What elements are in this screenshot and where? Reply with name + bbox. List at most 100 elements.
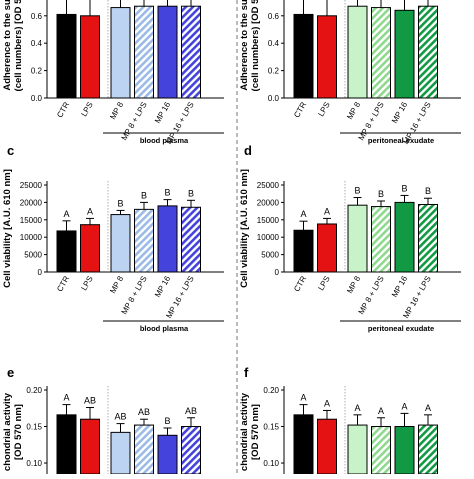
bar-ctr	[56, 13, 77, 99]
bar-lps	[80, 224, 100, 273]
bar-mp-16	[157, 205, 178, 273]
y-tick-label: 0.15	[263, 423, 279, 432]
bar-mp-8-lps	[134, 424, 154, 474]
y-tick-label: 0.4	[268, 39, 280, 48]
significance-letter: B	[401, 183, 407, 193]
y-tick-label: 20000	[20, 198, 43, 207]
bar-ctr	[56, 414, 77, 474]
x-tick-label: MP 16	[390, 274, 410, 299]
bar-ctr	[293, 229, 314, 273]
y-axis-label: chondrial activity	[2, 392, 13, 471]
chart-panel-b: Adherence to the su (cell numbers) [OD 5 0…	[239, 0, 461, 146]
bar-mp-16-lps	[418, 203, 438, 273]
y-axis-label: chondrial activity	[239, 392, 250, 471]
bar-mp-16-lps	[181, 206, 201, 273]
y-tick-label: 0	[275, 268, 280, 277]
chart-panel-c: c Cell viability [A.U. 610 nm] 0 5000 10000 1…	[2, 143, 224, 333]
group-label: peritoneal exudate	[368, 136, 434, 145]
x-tick-label: MP 8	[108, 274, 125, 295]
y-tick-label: 0.20	[263, 386, 279, 395]
group-label: blood plasma	[140, 136, 189, 145]
significance-letter: A	[324, 206, 330, 216]
y-axis-label: Adherence to the su	[239, 0, 250, 91]
bar-mp-16	[394, 9, 415, 99]
bar-mp-8-lps	[134, 5, 154, 99]
significance-letter: A	[63, 393, 69, 403]
significance-letter: A	[87, 206, 93, 216]
bar-mp-8-lps	[371, 7, 391, 99]
y-tick-label: 25000	[257, 181, 280, 190]
significance-letter: A	[300, 209, 306, 219]
panel-letter: e	[7, 365, 14, 380]
panel-letter: c	[7, 143, 14, 158]
y-axis-label: (cell numbers) [OD 5	[13, 0, 24, 91]
bar-mp-16-lps	[418, 5, 438, 99]
x-tick-label: CTR	[292, 274, 308, 293]
y-tick-label: 0.2	[31, 67, 43, 76]
bar-ctr	[56, 230, 77, 273]
significance-letter: A	[354, 403, 360, 413]
y-tick-label: 15000	[20, 216, 43, 225]
y-tick-label: 10000	[20, 233, 43, 242]
significance-letter: B	[188, 188, 194, 198]
y-tick-label: 25000	[20, 181, 43, 190]
y-tick-label: 20000	[257, 198, 280, 207]
bar-mp-8	[110, 214, 131, 273]
x-tick-label: MP 8	[345, 274, 362, 295]
bar-mp-8	[347, 5, 368, 99]
y-tick-label: 0.15	[26, 423, 42, 432]
bar-lps	[317, 15, 337, 99]
y-axis-label: Cell viability [A.U. 610 nm]	[239, 169, 250, 288]
bar-lps	[317, 418, 337, 474]
y-tick-label: 0.20	[26, 386, 42, 395]
x-tick-label: CTR	[292, 100, 308, 119]
bar-mp-16	[394, 426, 415, 474]
x-tick-label: CTR	[55, 274, 71, 293]
y-tick-label: 0.0	[31, 94, 43, 103]
bar-mp-16-lps	[181, 5, 201, 99]
significance-letter: B	[164, 416, 170, 426]
x-tick-label: LPS	[316, 101, 331, 119]
bar-mp-16	[157, 5, 178, 99]
chart-panel-d: d Cell viability [A.U. 610 nm] 0 5000 10000 1…	[239, 143, 461, 333]
significance-letter: B	[425, 186, 431, 196]
y-tick-label: 5000	[261, 251, 279, 260]
bar-mp-8	[347, 204, 368, 273]
y-tick-label: 0	[38, 268, 43, 277]
y-axis-label: [OD 570 nm]	[13, 404, 24, 460]
significance-letter: B	[141, 190, 147, 200]
y-tick-label: 0.0	[268, 94, 280, 103]
x-tick-label: MP 8	[108, 100, 125, 121]
bar-mp-8-lps	[371, 426, 391, 474]
y-tick-label: 0.4	[31, 39, 43, 48]
significance-letter: A	[425, 403, 431, 413]
y-tick-label: 0.6	[31, 12, 43, 21]
significance-letter: A	[63, 209, 69, 219]
y-tick-label: 0.10	[263, 459, 279, 468]
significance-letter: B	[378, 189, 384, 199]
bar-mp-8	[110, 7, 131, 99]
y-axis-label: [OD 570 nm]	[250, 404, 261, 460]
x-tick-label: MP 16	[390, 100, 410, 125]
significance-letter: AB	[114, 412, 126, 422]
significance-letter: B	[354, 186, 360, 196]
bar-mp-16	[157, 434, 178, 474]
y-tick-label: 0.6	[268, 12, 280, 21]
x-tick-label: CTR	[55, 100, 71, 119]
significance-letter: AB	[185, 406, 197, 416]
significance-letter: A	[300, 393, 306, 403]
panel-letter: f	[244, 365, 249, 380]
y-tick-label: 10000	[257, 233, 280, 242]
bar-mp-16-lps	[181, 426, 201, 474]
panel-letter: d	[244, 143, 252, 158]
chart-panel-e: e chondrial activity [OD 570 nm]0.20 0.15 0.…	[2, 365, 201, 474]
x-tick-label: MP 8	[345, 100, 362, 121]
chart-panel-a: Adherence to the su (cell numbers) [OD 5 0…	[2, 0, 224, 146]
x-tick-label: LPS	[79, 275, 94, 293]
significance-letter: AB	[138, 407, 150, 417]
x-tick-label: LPS	[316, 275, 331, 293]
significance-letter: B	[117, 198, 123, 208]
significance-letter: B	[164, 188, 170, 198]
